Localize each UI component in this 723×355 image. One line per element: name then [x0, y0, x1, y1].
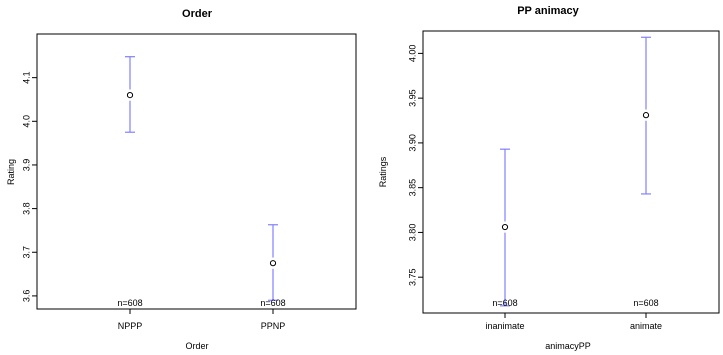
y-tick-label: 3.6	[21, 290, 31, 303]
data-point	[126, 92, 134, 99]
x-axis-title: animacyPP	[545, 341, 591, 351]
y-tick-label: 3.7	[21, 246, 31, 259]
plot-frame	[36, 33, 357, 310]
x-tick-label: NPPP	[118, 321, 143, 331]
x-axis-title: Order	[185, 341, 208, 351]
error-bar	[125, 56, 135, 133]
y-tick-label: 3.8	[21, 202, 31, 215]
y-tick-label: 4.0	[21, 115, 31, 128]
error-bar	[500, 148, 510, 307]
n-label: n=608	[492, 298, 517, 308]
y-tick-label: 3.80	[407, 224, 417, 242]
y-tick-label: 3.95	[407, 89, 417, 107]
chart-title: PP animacy	[517, 5, 579, 17]
data-point	[642, 112, 650, 119]
error-bar	[268, 224, 278, 301]
x-tick-label: inanimate	[485, 321, 524, 331]
y-tick-label: 3.85	[407, 179, 417, 197]
data-point	[501, 223, 509, 231]
y-tick-label: 3.75	[407, 268, 417, 286]
x-axis: inanimate animate	[485, 313, 662, 331]
pp-animacy-panel: PP animacy 3.75 3.80 3.85 3.90 3.95 4.00 inan…	[378, 5, 720, 351]
order-panel: Order 3.63.73.83.94.04.1 NPPP PPNP n=608 n…	[6, 8, 357, 351]
x-tick-label: PPNP	[261, 321, 286, 331]
y-tick-label: 4.1	[21, 71, 31, 84]
plot-frame	[422, 30, 720, 314]
error-bar	[641, 36, 651, 195]
plot-marks: n=608 n=608	[117, 56, 286, 308]
n-label: n=608	[117, 298, 142, 308]
n-label: n=608	[633, 298, 658, 308]
chart-title: Order	[182, 8, 213, 20]
x-tick-label: animate	[630, 321, 662, 331]
data-point	[269, 260, 277, 267]
y-axis: 3.75 3.80 3.85 3.90 3.95 4.00	[407, 45, 423, 286]
y-tick-label: 4.00	[407, 45, 417, 63]
x-axis: NPPP PPNP	[118, 309, 286, 331]
y-axis-title: Ratings	[378, 156, 388, 187]
y-axis-title: Rating	[6, 159, 16, 185]
y-tick-label: 3.90	[407, 134, 417, 152]
y-axis: 3.6 3.7 3.8 3.9 4.0 4.1	[21, 71, 37, 302]
n-label: n=608	[260, 298, 285, 308]
y-tick-label: 3.9	[21, 159, 31, 172]
plot-marks: n=608 n=608	[492, 36, 659, 308]
